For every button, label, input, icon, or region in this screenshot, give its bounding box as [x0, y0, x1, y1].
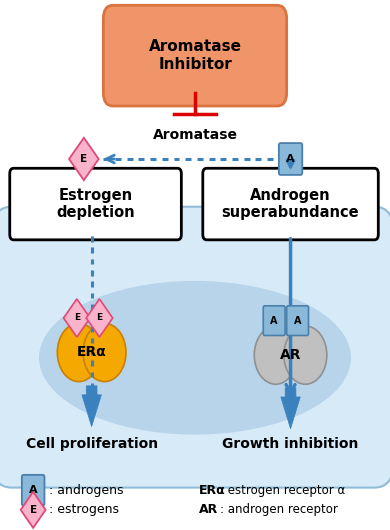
- Text: Androgen
superabundance: Androgen superabundance: [222, 188, 359, 220]
- FancyBboxPatch shape: [103, 5, 287, 106]
- Text: E: E: [30, 505, 37, 515]
- Text: A: A: [286, 154, 295, 164]
- Text: E: E: [96, 314, 103, 322]
- FancyBboxPatch shape: [263, 306, 285, 335]
- Circle shape: [57, 323, 100, 382]
- Text: Cell proliferation: Cell proliferation: [26, 437, 158, 451]
- Text: : estrogen receptor α: : estrogen receptor α: [220, 484, 346, 497]
- FancyBboxPatch shape: [10, 169, 181, 240]
- Ellipse shape: [39, 281, 351, 435]
- Polygon shape: [86, 299, 113, 337]
- Text: : estrogens: : estrogens: [49, 504, 119, 516]
- FancyBboxPatch shape: [22, 475, 44, 506]
- Text: Aromatase: Aromatase: [152, 128, 238, 142]
- Text: ERα: ERα: [199, 484, 226, 497]
- Circle shape: [83, 323, 126, 382]
- FancyBboxPatch shape: [287, 306, 308, 335]
- Text: ERα: ERα: [77, 346, 106, 359]
- Text: AR: AR: [280, 348, 301, 362]
- Text: E: E: [74, 314, 80, 322]
- FancyBboxPatch shape: [203, 169, 378, 240]
- FancyBboxPatch shape: [0, 207, 390, 488]
- Polygon shape: [21, 492, 46, 528]
- Polygon shape: [69, 138, 99, 180]
- Text: : androgens: : androgens: [49, 484, 123, 497]
- Polygon shape: [64, 299, 90, 337]
- Polygon shape: [82, 386, 101, 427]
- Text: Estrogen
depletion: Estrogen depletion: [56, 188, 135, 220]
- FancyBboxPatch shape: [279, 143, 302, 175]
- Text: A: A: [29, 485, 37, 495]
- Circle shape: [254, 326, 297, 384]
- Text: AR: AR: [199, 504, 218, 516]
- Text: Aromatase
Inhibitor: Aromatase Inhibitor: [149, 39, 241, 72]
- Circle shape: [284, 326, 327, 384]
- Text: A: A: [294, 316, 301, 325]
- Text: A: A: [270, 316, 278, 325]
- Polygon shape: [281, 388, 300, 429]
- Text: Growth inhibition: Growth inhibition: [222, 437, 359, 451]
- Text: E: E: [80, 154, 87, 164]
- Text: : androgen receptor: : androgen receptor: [220, 504, 338, 516]
